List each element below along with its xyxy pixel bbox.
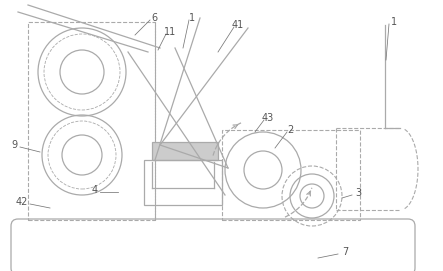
Text: 1: 1 [189,13,195,23]
Text: 3: 3 [355,188,361,198]
Text: 4: 4 [92,185,98,195]
Text: 7: 7 [342,247,348,257]
Bar [28,22,155,220]
Text: 1: 1 [391,17,397,27]
Text: 9: 9 [11,140,17,150]
Text: 42: 42 [16,197,28,207]
Text: 2: 2 [287,125,293,135]
Bar [152,142,218,160]
Text: 43: 43 [262,113,274,123]
Text: 6: 6 [151,13,157,23]
Bar [222,130,360,220]
Text: 11: 11 [164,27,176,37]
Text: 41: 41 [232,20,244,30]
Bar [144,160,222,205]
